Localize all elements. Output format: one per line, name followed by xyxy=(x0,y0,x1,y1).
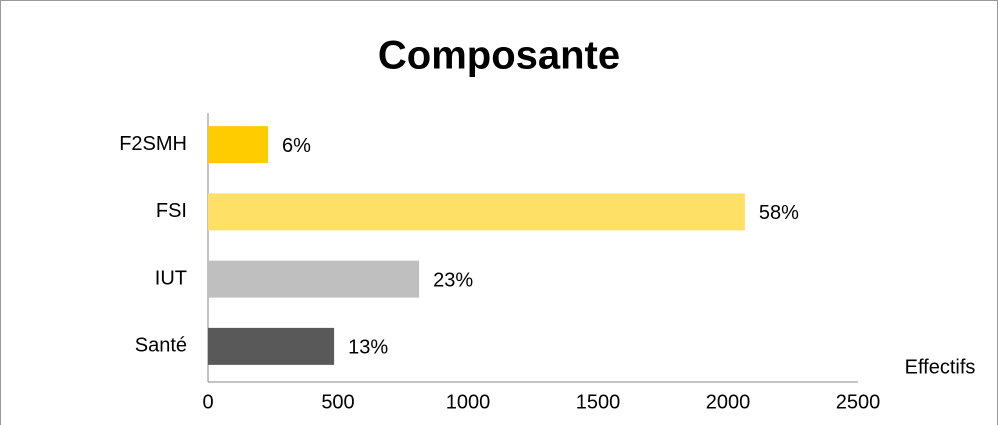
x-axis-label: Effectifs xyxy=(905,356,976,378)
bar xyxy=(208,193,745,231)
bar xyxy=(208,327,335,365)
x-tick-label: 2000 xyxy=(706,391,751,413)
x-tick-label: 2500 xyxy=(836,391,881,413)
bar xyxy=(208,126,269,164)
x-tick-label: 1500 xyxy=(576,391,621,413)
chart-title: Composante xyxy=(378,34,620,78)
y-tick-label: Santé xyxy=(135,335,187,357)
x-tick-label: 500 xyxy=(321,391,354,413)
x-tick-label: 1000 xyxy=(446,391,491,413)
data-label: 23% xyxy=(433,269,473,291)
y-tick-label: FSI xyxy=(156,200,187,222)
data-label: 58% xyxy=(759,202,799,224)
y-tick-label: F2SMH xyxy=(119,133,187,155)
bar xyxy=(208,260,420,298)
x-tick-label: 0 xyxy=(202,391,213,413)
y-tick-label: IUT xyxy=(155,267,187,289)
data-label: 13% xyxy=(348,337,388,359)
data-label: 6% xyxy=(282,135,311,157)
